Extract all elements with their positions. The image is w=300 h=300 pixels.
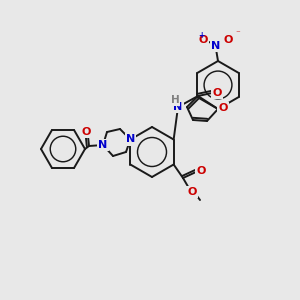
Text: O: O [212, 88, 222, 98]
Text: ⁻: ⁻ [235, 29, 240, 38]
Text: O: O [187, 187, 197, 197]
Text: O: O [196, 166, 206, 176]
Text: N: N [173, 102, 183, 112]
Text: +: + [198, 31, 204, 40]
Text: N: N [98, 140, 108, 150]
Text: O: O [218, 103, 228, 113]
Text: O: O [223, 35, 233, 45]
Text: O: O [81, 127, 91, 137]
Text: N: N [126, 134, 135, 145]
Text: H: H [171, 95, 180, 105]
Text: O: O [198, 35, 208, 45]
Text: N: N [212, 41, 220, 51]
